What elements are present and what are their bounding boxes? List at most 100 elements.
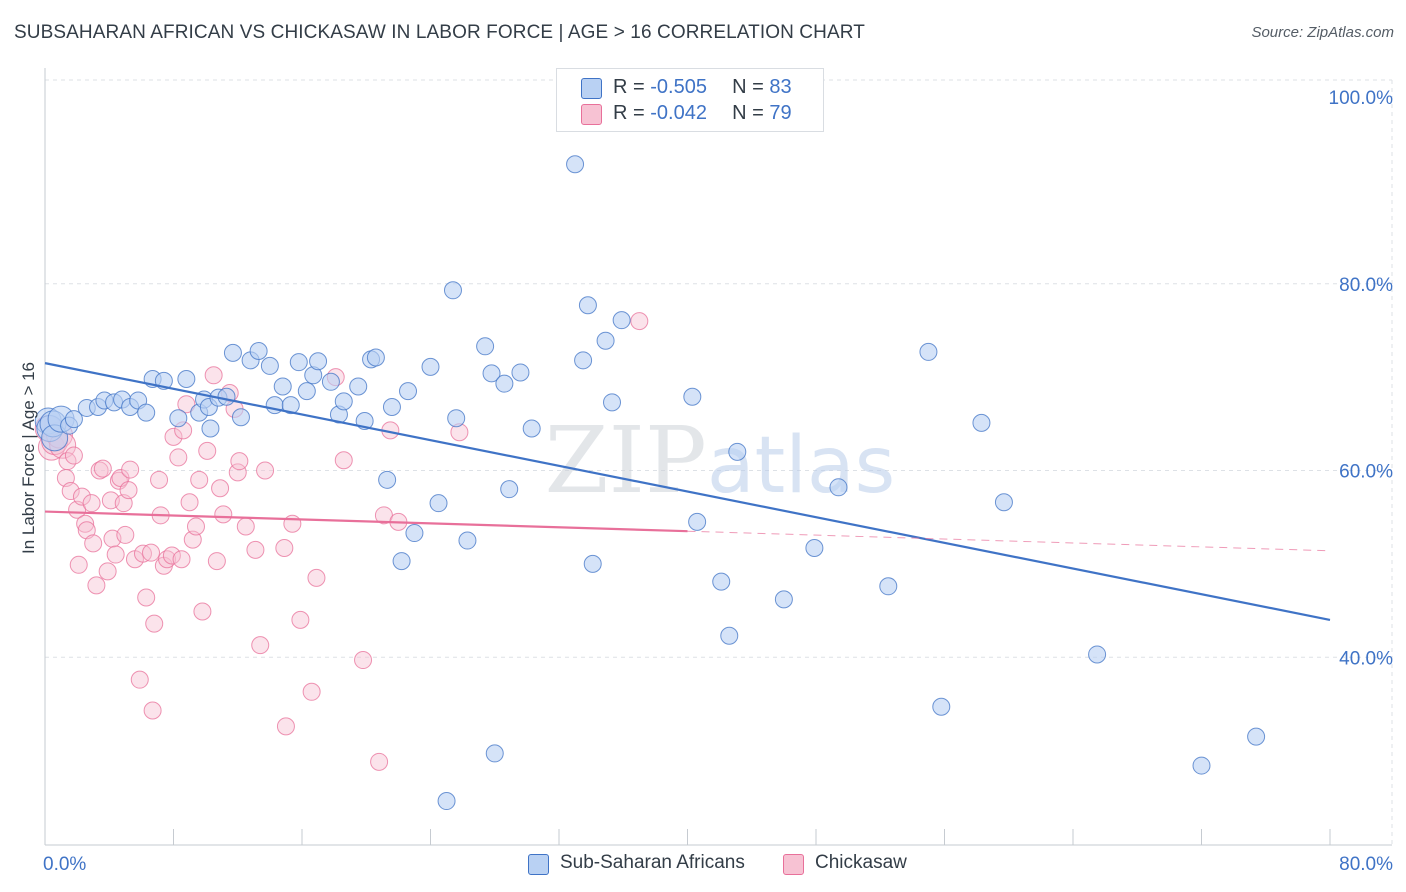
point-chickasaw [230,452,249,471]
point-subsaharan [231,408,250,427]
point-chickasaw [354,651,373,670]
point-chickasaw [77,521,96,540]
grid-lines [45,79,1393,845]
legend-r-label: R = [613,76,651,98]
point-subsaharan [169,409,188,428]
point-chickasaw [283,514,302,533]
point-subsaharan [712,572,731,591]
point-subsaharan [972,413,991,432]
point-subsaharan [603,393,622,412]
point-chickasaw [69,555,88,574]
point-subsaharan [281,396,300,415]
point-subsaharan [297,382,316,401]
watermark: ZIPatlas [545,407,896,514]
point-chickasaw [214,505,233,524]
legend-n-value: 83 [769,76,792,98]
point-subsaharan [349,377,368,396]
point-subsaharan [399,382,418,401]
point-chickasaw [64,446,83,465]
point-subsaharan [217,387,236,406]
legend-swatch-blue [528,854,549,875]
legend-n-value: 79 [769,102,792,124]
point-subsaharan [511,363,530,382]
point-subsaharan [421,357,440,376]
y-axis-label: In Labor Force | Age > 16 [19,362,38,554]
y-tick-labels: 40.0% 60.0% 80.0% 100.0% [1329,88,1394,669]
legend-swatch-blue [581,78,602,99]
point-subsaharan [201,419,220,438]
point-chickasaw [275,539,294,558]
point-chickasaw [142,543,161,562]
point-subsaharan [476,337,495,356]
trend-line-chickasaw [44,510,688,533]
point-subsaharan [273,377,292,396]
point-subsaharan [482,364,501,383]
y-tick-label: 100.0% [1329,88,1394,109]
point-chickasaw [130,670,149,689]
y-tick-label: 80.0% [1339,275,1393,296]
trend-line-subsaharan [44,362,1331,621]
point-subsaharan [612,311,631,330]
point-chickasaw [291,610,310,629]
point-chickasaw [119,481,138,500]
subsaharan-points [34,155,1266,811]
point-chickasaw [98,562,117,581]
point-subsaharan [774,590,793,609]
point-subsaharan [366,348,385,367]
point-chickasaw [180,493,199,512]
point-subsaharan [334,392,353,411]
point-chickasaw [256,461,275,480]
point-chickasaw [121,460,140,479]
point-subsaharan [378,470,397,489]
point-subsaharan [720,626,739,645]
point-subsaharan [289,353,308,372]
point-subsaharan [64,410,83,429]
point-chickasaw [211,479,230,498]
point-chickasaw [72,487,91,506]
point-subsaharan [443,281,462,300]
point-subsaharan [919,342,938,361]
point-chickasaw [150,470,169,489]
point-subsaharan [1192,756,1211,775]
x-tick-labels: 0.0% 80.0% [43,854,1393,875]
chickasaw-points [34,312,649,771]
point-chickasaw [198,441,217,460]
point-subsaharan [932,697,951,716]
point-chickasaw [87,576,106,595]
point-subsaharan [458,531,477,550]
point-subsaharan [994,493,1013,512]
point-subsaharan [596,331,615,350]
point-subsaharan [688,512,707,531]
y-tick-label: 40.0% [1339,648,1393,669]
axes [44,68,1392,846]
point-subsaharan [578,296,597,315]
point-subsaharan [728,442,747,461]
x-tick-label: 80.0% [1339,854,1393,875]
point-chickasaw [116,525,135,544]
point-subsaharan [321,372,340,391]
trend-lines [44,362,1331,621]
point-subsaharan [177,369,196,388]
legend-r-value: -0.505 [650,76,707,98]
point-subsaharan [309,352,328,371]
point-chickasaw [106,545,125,564]
point-subsaharan [522,419,541,438]
legend-label-chickasaw: Chickasaw [815,852,907,873]
point-chickasaw [251,636,270,655]
point-subsaharan [583,554,602,573]
point-chickasaw [109,471,128,490]
point-subsaharan [829,478,848,497]
point-chickasaw [177,395,196,414]
point-chickasaw [630,312,649,331]
point-subsaharan [260,356,279,375]
point-subsaharan [805,539,824,558]
point-chickasaw [143,701,162,720]
point-chickasaw [164,427,183,446]
point-chickasaw [137,588,156,607]
point-chickasaw [246,540,265,559]
point-subsaharan [405,524,424,543]
legend-stats: R = -0.505 N = 83 R = -0.042 N = 79 [556,68,824,132]
point-subsaharan [392,552,411,571]
point-chickasaw [93,459,112,478]
